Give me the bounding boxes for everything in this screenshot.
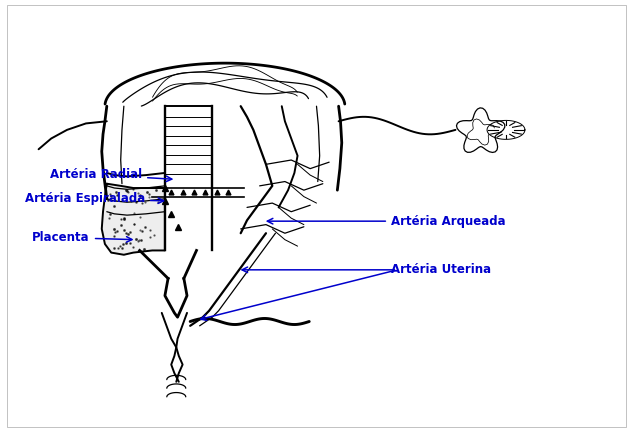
Text: Artéria Uterina: Artéria Uterina [391, 264, 491, 276]
Text: Placenta: Placenta [32, 231, 132, 244]
Text: Artéria Radial: Artéria Radial [50, 168, 172, 181]
Polygon shape [102, 184, 165, 255]
Text: Artéria Arqueada: Artéria Arqueada [267, 215, 506, 228]
Text: Artéria Espiralada: Artéria Espiralada [25, 192, 163, 205]
